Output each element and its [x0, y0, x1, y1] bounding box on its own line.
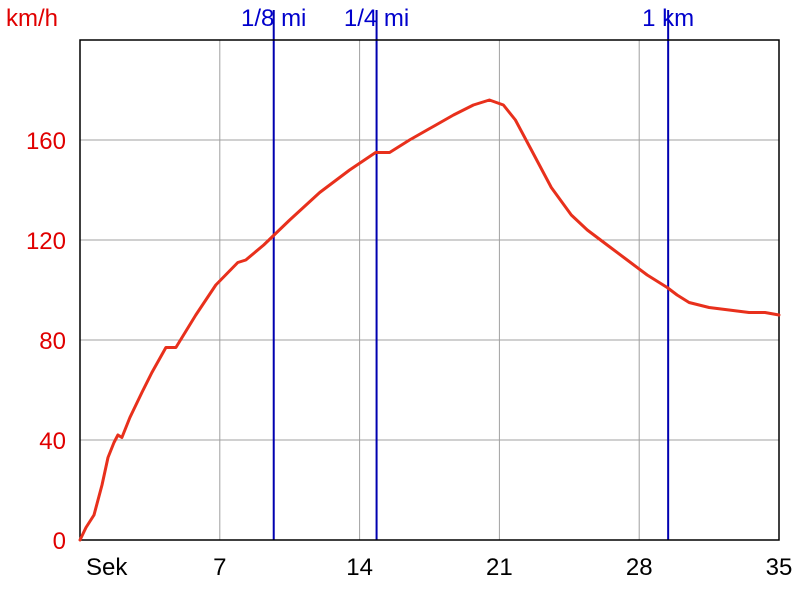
distance-markers: 1/8 mi 1/4 mi 1 km — [241, 5, 694, 540]
speed-line — [78, 98, 781, 542]
y-tick-label: 0 — [53, 528, 66, 555]
y-tick-label: 160 — [26, 128, 66, 155]
y-tick-label: 40 — [39, 428, 66, 455]
x-tick-label: 14 — [346, 554, 373, 581]
distance-marker-label: 1 km — [642, 5, 694, 32]
x-tick-label: 21 — [486, 554, 513, 581]
y-tick-label: 80 — [39, 328, 66, 355]
y-tick-label: 120 — [26, 228, 66, 255]
x-axis-label: Sek — [86, 554, 128, 581]
y-tick-labels: 0 40 80 120 160 — [26, 128, 66, 555]
y-axis-label: km/h — [6, 5, 58, 32]
x-tick-label: 28 — [626, 554, 653, 581]
plot-frame — [79, 39, 780, 541]
distance-marker-label: 1/8 mi — [241, 5, 306, 32]
speed-series — [78, 98, 781, 542]
distance-marker-label: 1/4 mi — [344, 5, 409, 32]
x-tick-label: 35 — [766, 554, 793, 581]
x-tick-label: 7 — [213, 554, 226, 581]
x-tick-labels: 7 14 21 28 35 — [213, 554, 792, 581]
